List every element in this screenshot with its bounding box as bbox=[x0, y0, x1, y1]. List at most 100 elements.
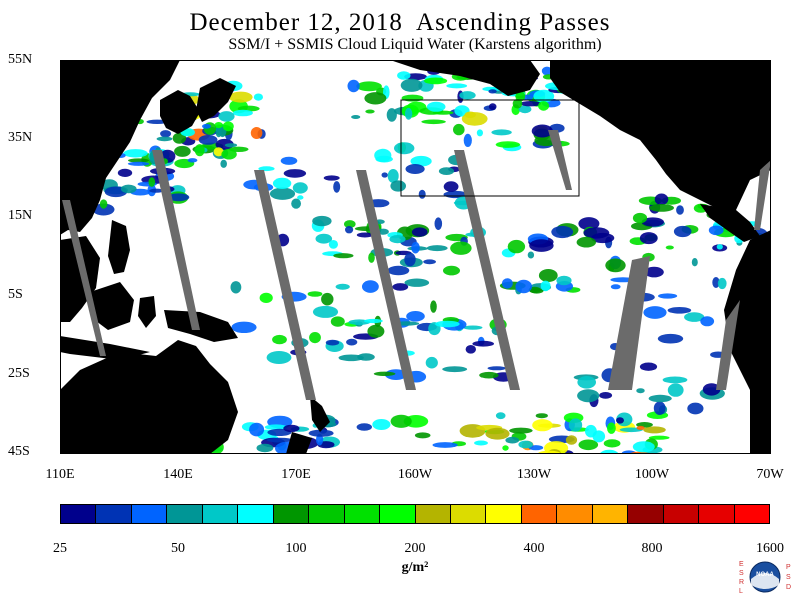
cloud-cell bbox=[599, 392, 613, 399]
cloud-cell bbox=[578, 439, 599, 451]
cloud-cell bbox=[446, 83, 468, 89]
colorbar-cell bbox=[273, 505, 310, 523]
cloud-cell bbox=[528, 286, 541, 294]
swath-gap bbox=[152, 150, 200, 330]
lon-label-110e: 110E bbox=[45, 467, 75, 482]
svg-text:P: P bbox=[786, 564, 791, 571]
cloud-cell bbox=[387, 169, 399, 183]
cloud-cell bbox=[390, 414, 412, 428]
colorbar-cell bbox=[734, 505, 770, 523]
cloud-cell bbox=[390, 180, 407, 192]
cloud-cell bbox=[387, 265, 410, 276]
cloud-cell bbox=[328, 240, 338, 249]
cloud-cell bbox=[632, 212, 648, 224]
swath-gap bbox=[356, 170, 416, 390]
cloud-cell bbox=[330, 316, 345, 327]
cloud-cell bbox=[665, 245, 674, 250]
cloud-cell bbox=[502, 278, 513, 289]
lat-label-15n: 15N bbox=[8, 208, 33, 223]
cloud-cell bbox=[518, 440, 533, 449]
colorbar-label-400: 400 bbox=[523, 541, 545, 556]
cloud-cell bbox=[364, 318, 383, 324]
land-sulawesi bbox=[138, 296, 156, 328]
cloud-cell bbox=[528, 445, 544, 451]
colorbar-cell bbox=[309, 505, 345, 523]
cloud-cell bbox=[215, 138, 234, 150]
cloud-cell bbox=[414, 432, 431, 439]
psd-text: P S D bbox=[786, 564, 791, 591]
cloud-liquid-water-map bbox=[60, 60, 771, 454]
cloud-cell bbox=[253, 93, 263, 101]
cloud-cell bbox=[653, 401, 666, 416]
cloud-cell bbox=[463, 133, 472, 147]
land-asia bbox=[60, 60, 180, 235]
lon-label-170e: 170E bbox=[281, 467, 311, 482]
cloud-cell bbox=[639, 232, 658, 245]
cloud-cell bbox=[540, 280, 551, 292]
svg-text:L: L bbox=[739, 588, 743, 595]
cloud-cell bbox=[308, 429, 334, 437]
colorbar-cell bbox=[663, 505, 700, 523]
cloud-cell bbox=[312, 215, 332, 227]
map-border bbox=[60, 60, 771, 454]
cloud-cell bbox=[230, 281, 242, 294]
swath-gap bbox=[754, 160, 771, 230]
cloud-cell bbox=[474, 440, 488, 446]
cloud-cell bbox=[577, 376, 596, 389]
cloud-cell bbox=[488, 103, 497, 111]
cloud-cell bbox=[344, 220, 356, 229]
cloud-cell bbox=[365, 109, 375, 114]
cloud-cell bbox=[717, 277, 727, 290]
svg-text:R: R bbox=[739, 579, 744, 586]
cloud-cell bbox=[691, 258, 698, 267]
cloud-cell bbox=[148, 177, 156, 187]
cloud-cell bbox=[643, 426, 666, 434]
colorbar-label-200: 200 bbox=[404, 541, 426, 556]
cloud-cell bbox=[373, 371, 396, 376]
cloud-cell bbox=[459, 91, 476, 100]
lon-label-130w: 130W bbox=[516, 467, 552, 482]
cloud-cell bbox=[356, 423, 372, 431]
colorbar-label-100: 100 bbox=[285, 541, 307, 556]
cloud-cell bbox=[266, 351, 292, 364]
cloud-cell bbox=[632, 441, 655, 453]
land-new-guinea bbox=[164, 310, 238, 342]
cloud-cell bbox=[515, 279, 532, 294]
land-tasmania bbox=[180, 446, 198, 454]
colorbar-cell bbox=[167, 505, 203, 523]
cloud-cell bbox=[229, 91, 253, 103]
cloud-cell bbox=[202, 123, 211, 129]
land-new-zealand-north bbox=[310, 396, 330, 432]
cloud-field bbox=[87, 65, 768, 454]
cloud-cell bbox=[639, 362, 658, 371]
cloud-cell bbox=[231, 321, 257, 333]
cloud-cell bbox=[297, 195, 304, 200]
cloud-cell bbox=[123, 149, 148, 158]
cloud-cell bbox=[346, 338, 358, 346]
cloud-cell bbox=[515, 90, 526, 102]
cloud-cell bbox=[532, 419, 553, 432]
cloud-cell bbox=[92, 203, 115, 216]
cloud-cell bbox=[335, 283, 350, 290]
cloud-cell bbox=[505, 436, 520, 444]
lat-label-35n: 35N bbox=[8, 130, 33, 145]
cloud-cell bbox=[662, 376, 688, 384]
cloud-cell bbox=[453, 123, 465, 136]
cloud-cell bbox=[687, 402, 704, 415]
cloud-cell bbox=[198, 135, 218, 145]
cloud-cell bbox=[435, 320, 460, 328]
cloud-cell bbox=[643, 306, 667, 319]
cloud-cell bbox=[502, 445, 509, 451]
cloud-cell bbox=[381, 172, 388, 178]
cloud-cell bbox=[538, 101, 550, 111]
cloud-cell bbox=[568, 418, 583, 432]
cloud-cell bbox=[425, 356, 438, 369]
cloud-cell bbox=[702, 383, 721, 396]
cloud-cell bbox=[599, 449, 619, 454]
svg-text:E: E bbox=[739, 561, 744, 568]
cloud-cell bbox=[392, 283, 409, 291]
esrl-text: E S R L bbox=[739, 561, 744, 595]
cloud-cell bbox=[648, 435, 670, 440]
cloud-cell bbox=[333, 181, 341, 193]
land-philippines bbox=[108, 220, 130, 274]
